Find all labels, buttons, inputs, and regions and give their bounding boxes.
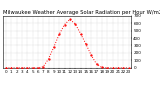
Text: Milwaukee Weather Average Solar Radiation per Hour W/m2 (Last 24 Hours): Milwaukee Weather Average Solar Radiatio… [3,10,160,15]
